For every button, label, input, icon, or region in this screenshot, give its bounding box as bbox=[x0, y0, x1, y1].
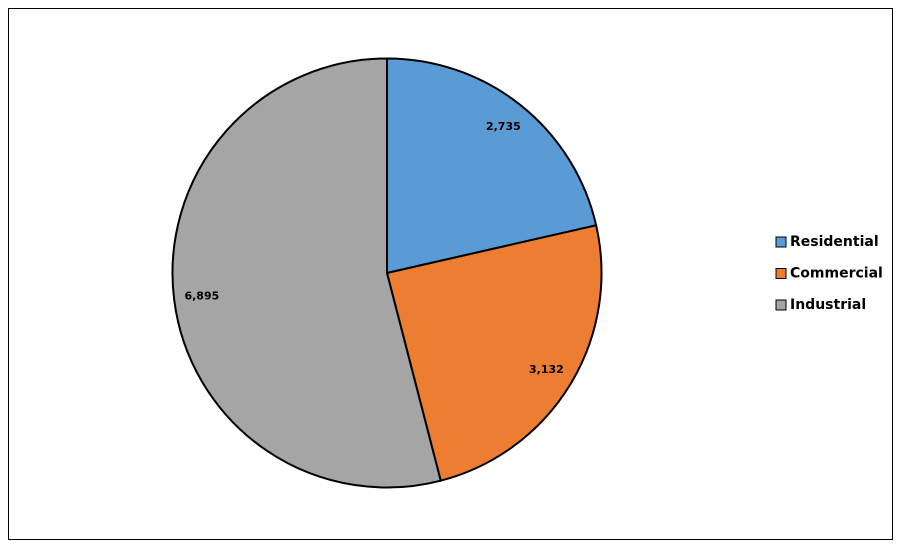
pie-slice bbox=[171, 57, 442, 489]
legend-label: Residential bbox=[790, 234, 879, 250]
legend-label: Industrial bbox=[790, 297, 866, 313]
data-label: 2,735 bbox=[486, 120, 521, 133]
data-label: 6,895 bbox=[184, 290, 219, 303]
pie-slice bbox=[386, 57, 598, 275]
legend-swatch bbox=[775, 268, 787, 279]
legend-label: Commercial bbox=[790, 266, 883, 282]
legend-swatch bbox=[775, 299, 787, 311]
legend-swatch bbox=[775, 236, 787, 248]
pie-slice bbox=[385, 224, 603, 482]
data-label: 3,132 bbox=[529, 363, 564, 376]
